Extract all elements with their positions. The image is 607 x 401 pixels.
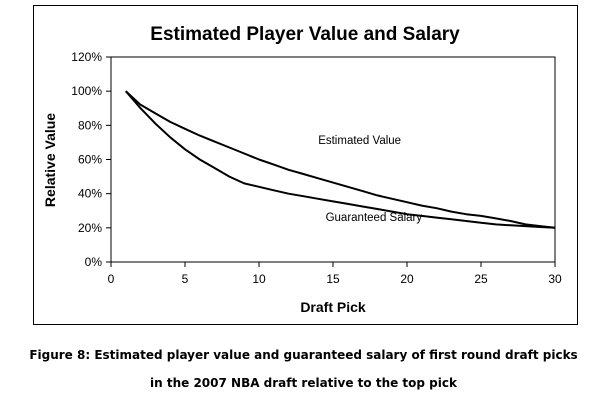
y-tick-label: 60% [78, 153, 102, 167]
x-tick-label: 25 [474, 272, 488, 286]
y-tick-label: 0% [85, 255, 103, 269]
y-tick-label: 20% [78, 221, 102, 235]
series-layer [125, 90, 556, 229]
estimated-value-annotation: Estimated Value [318, 135, 401, 147]
y-tick-label: 40% [78, 187, 102, 201]
guaranteed-salary-line [125, 90, 556, 229]
guaranteed-salary-annotation: Guaranteed Salary [326, 212, 423, 224]
estimated-value-line [125, 90, 556, 229]
annotations-layer: Estimated Value Guaranteed Salary [318, 135, 422, 224]
y-tick-label: 80% [78, 118, 102, 132]
x-axis-label: Draft Pick [300, 299, 366, 315]
chart-title: Estimated Player Value and Salary [150, 24, 460, 45]
x-tick-label: 0 [108, 272, 115, 286]
x-tick-label: 15 [326, 272, 340, 286]
x-tick-label: 20 [400, 272, 414, 286]
figure-caption-line-1: Figure 8: Estimated player value and gua… [29, 348, 578, 362]
axis-ticks: 0% 20% 40% 60% 80% 100% 120% 0 5 10 15 20 25 30 [71, 50, 562, 286]
plot-area [110, 56, 556, 263]
y-axis-label: Relative Value [42, 113, 58, 207]
x-tick-label: 30 [548, 272, 562, 286]
x-tick-label: 10 [252, 272, 266, 286]
x-tick-label: 5 [182, 272, 189, 286]
y-tick-label: 120% [71, 50, 102, 64]
y-tick-label: 100% [71, 84, 102, 98]
figure-caption-line-2: in the 2007 NBA draft relative to the to… [150, 376, 457, 390]
